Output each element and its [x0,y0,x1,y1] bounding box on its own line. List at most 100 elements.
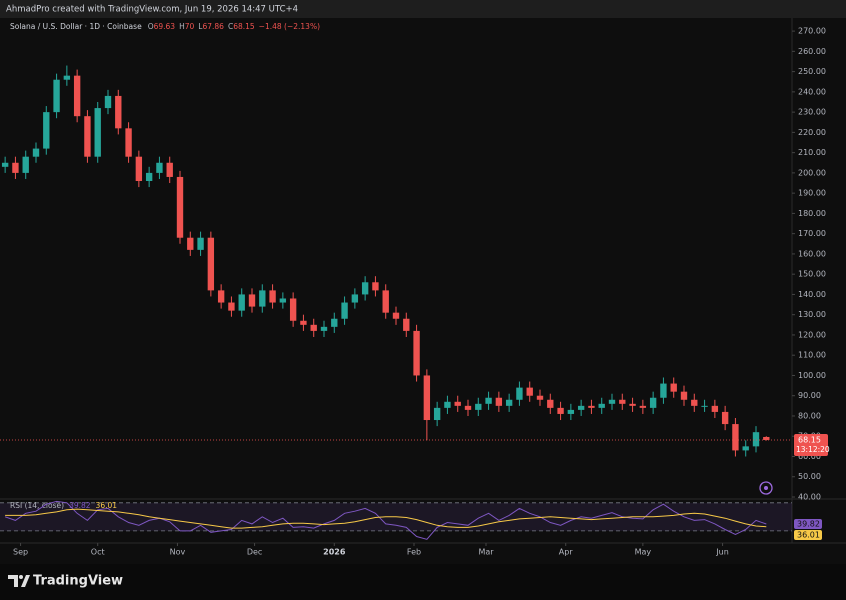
y-tick-label: 190.00 [798,189,826,198]
logo-slash [21,575,30,587]
candle-body [711,405,719,412]
candle-body [125,128,132,157]
chart-panel [0,18,846,564]
x-tick-label: Dec [247,548,262,557]
candle-body [505,399,513,406]
candle-body [207,237,215,291]
candle-body [104,95,112,109]
candle-body [63,75,71,80]
y-tick-label: 130.00 [798,310,826,319]
y-tick-label: 270.00 [798,27,826,36]
last-price-label: 68.15 [798,435,821,444]
candle-body [485,397,492,404]
candle-body [413,330,420,376]
footer-bar [0,564,846,600]
candle-body [516,387,523,400]
candle-body [238,294,245,311]
rsi-title: RSI (14, close) [10,501,64,510]
y-tick-label: 120.00 [798,330,826,339]
candle-body [701,405,708,407]
candle-body [289,298,297,321]
logo-dot [19,575,23,579]
footer-brand: TradingView [33,574,123,589]
y-tick-label: 230.00 [798,108,826,117]
y-tick-label: 160.00 [798,249,826,258]
legend-ohlc-value: 68.15 [233,22,255,31]
candle-body [228,302,235,311]
rsi-value-label: 39.82 [797,519,820,528]
footer-logo [8,575,30,587]
legend-ohlc-key: L [198,22,203,31]
candle-body [331,318,338,327]
y-tick-label: 210.00 [798,148,826,157]
rsi-legend-value: 39.82 [69,501,91,510]
x-tick-label: Nov [170,548,186,557]
y-tick-label: 80.00 [798,411,821,420]
y-tick-label: 200.00 [798,168,826,177]
y-tick-label: 100.00 [798,371,826,380]
candle-body [320,326,328,331]
replay-icon-dot [764,486,768,490]
y-tick-label: 150.00 [798,270,826,279]
candle-body [567,409,575,414]
candle-body [721,411,729,425]
candle-body [197,237,204,250]
y-tick-label: 220.00 [798,128,826,137]
candle-body [670,383,677,392]
candle-body [660,383,667,398]
x-tick-label: Mar [478,548,494,557]
x-tick-label: 2026 [323,548,346,557]
y-tick-label: 140.00 [798,290,826,299]
candle-body [351,294,359,303]
candle-body [526,387,533,396]
candle-body [43,112,50,149]
candle-body [495,397,503,406]
y-tick-label: 60.00 [798,452,821,461]
candle-body [269,290,276,303]
legend-ohlc-value: 69.63 [154,22,176,31]
candle-body [691,399,698,406]
candle-body [639,405,647,408]
candle-body [444,401,451,408]
header-text: AhmadPro created with TradingView.com, J… [6,5,298,15]
candle-body [145,172,153,181]
rsi-legend: RSI (14, close) 39.82 36.01 [10,501,117,510]
x-tick-label: Sep [13,548,28,557]
candle-body [433,407,441,421]
candle-body [588,405,595,408]
legend-ohlc-key: O [148,22,154,31]
y-tick-label: 240.00 [798,87,826,96]
rsi-line [5,508,767,529]
candle-body [475,403,482,410]
candle-body [341,302,348,319]
candle-body [1,162,9,167]
countdown-label: 13:12:20 [796,445,830,454]
x-tick-label: Jun [715,548,729,557]
candle-body [361,282,369,295]
candle-body [73,75,81,117]
legend-ohlc-key: C [228,22,233,31]
candle-body [32,148,40,157]
legend: Solana / U.S. Dollar · 1D · Coinbase O69.… [10,22,320,31]
candle-body [94,108,101,157]
rsi-value-box [794,529,822,540]
y-tick-label: 90.00 [798,391,821,400]
candle-body [279,298,287,303]
candle-body [598,403,605,408]
y-tick-label: 260.00 [798,47,826,56]
replay-icon[interactable] [759,481,773,495]
y-tick-label: 250.00 [798,67,826,76]
rsi-value-label: 36.01 [797,530,820,539]
candle-body [115,95,122,129]
y-tick-label: 180.00 [798,209,826,218]
legend-title: Solana / U.S. Dollar · 1D · Coinbase [10,22,142,31]
legend-change: −1.48 (−2.13%) [259,22,320,31]
candle-body [84,116,91,157]
candle-body [608,399,616,404]
candle-body [403,318,410,331]
candle-body [680,391,688,400]
candle-body [557,407,564,414]
x-tick-label: Apr [559,548,574,557]
x-tick-label: Oct [91,548,105,557]
